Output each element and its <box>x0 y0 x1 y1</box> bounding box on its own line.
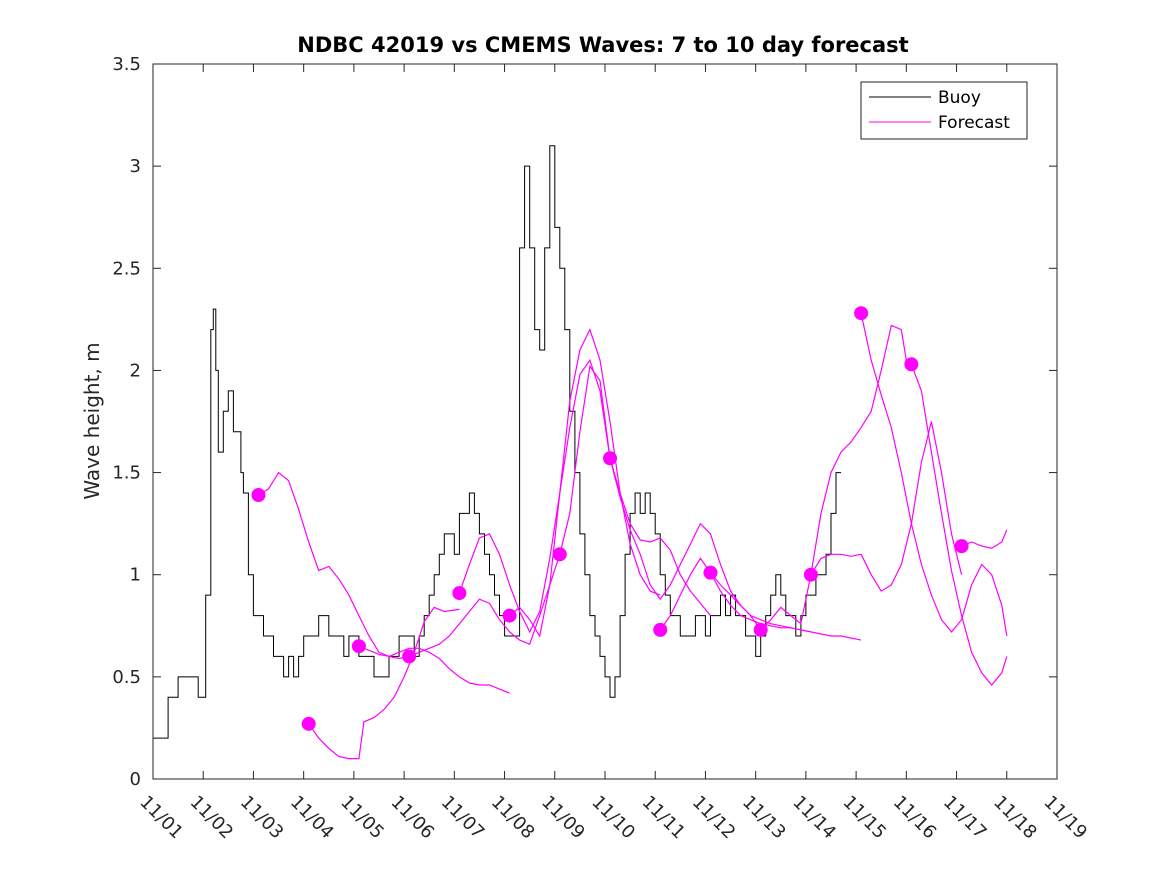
y-tick-label: 0.5 <box>112 667 141 688</box>
forecast-line <box>258 471 410 660</box>
y-tick-label: 2.5 <box>112 258 141 279</box>
y-tick-label: 1.5 <box>112 463 141 484</box>
forecast-line <box>509 328 661 638</box>
forecast-start-marker <box>803 567 818 582</box>
y-tick-label: 2 <box>130 360 141 381</box>
forecast-start-marker <box>502 608 517 623</box>
forecast-line <box>860 313 1008 637</box>
forecast-line <box>961 529 1008 549</box>
forecast-line <box>559 364 711 616</box>
forecast-line <box>910 364 1008 686</box>
legend-box <box>860 81 1028 140</box>
forecast-start-marker <box>703 565 718 580</box>
forecast-start-marker <box>904 357 919 372</box>
forecast-start-marker <box>753 622 768 637</box>
forecast-start-marker <box>251 488 266 503</box>
legend: Buoy Forecast <box>860 81 1028 140</box>
forecast-start-marker <box>552 547 567 562</box>
y-axis-label: Wave height, m <box>80 342 104 499</box>
y-tick-label: 3.5 <box>112 54 141 75</box>
forecast-line <box>308 606 460 760</box>
forecast-line <box>609 458 762 631</box>
y-tick-label: 0 <box>130 769 141 790</box>
forecast-start-marker <box>854 306 869 321</box>
forecast-start-marker <box>653 622 668 637</box>
plot-frame <box>152 63 1058 780</box>
forecast-line <box>810 421 963 592</box>
forecast-start-marker <box>452 586 467 601</box>
forecast-line <box>408 554 561 657</box>
forecast-start-marker <box>402 649 417 664</box>
forecast-start-marker <box>603 451 618 466</box>
forecast-line <box>358 645 510 694</box>
forecast-series <box>251 306 1008 760</box>
forecast-start-marker <box>351 639 366 654</box>
forecast-start-marker <box>954 539 969 554</box>
legend-buoy-label: Buoy <box>938 88 981 108</box>
forecast-line <box>659 557 812 633</box>
forecast-line <box>710 572 862 641</box>
forecast-line <box>760 324 907 631</box>
forecast-line <box>458 358 611 634</box>
chart-title: NDBC 42019 vs CMEMS Waves: 7 to 10 day f… <box>297 33 908 57</box>
y-tick-label: 3 <box>130 156 141 177</box>
forecast-start-marker <box>301 716 316 731</box>
y-tick-label: 1 <box>130 565 141 586</box>
legend-forecast-label: Forecast <box>938 113 1010 133</box>
